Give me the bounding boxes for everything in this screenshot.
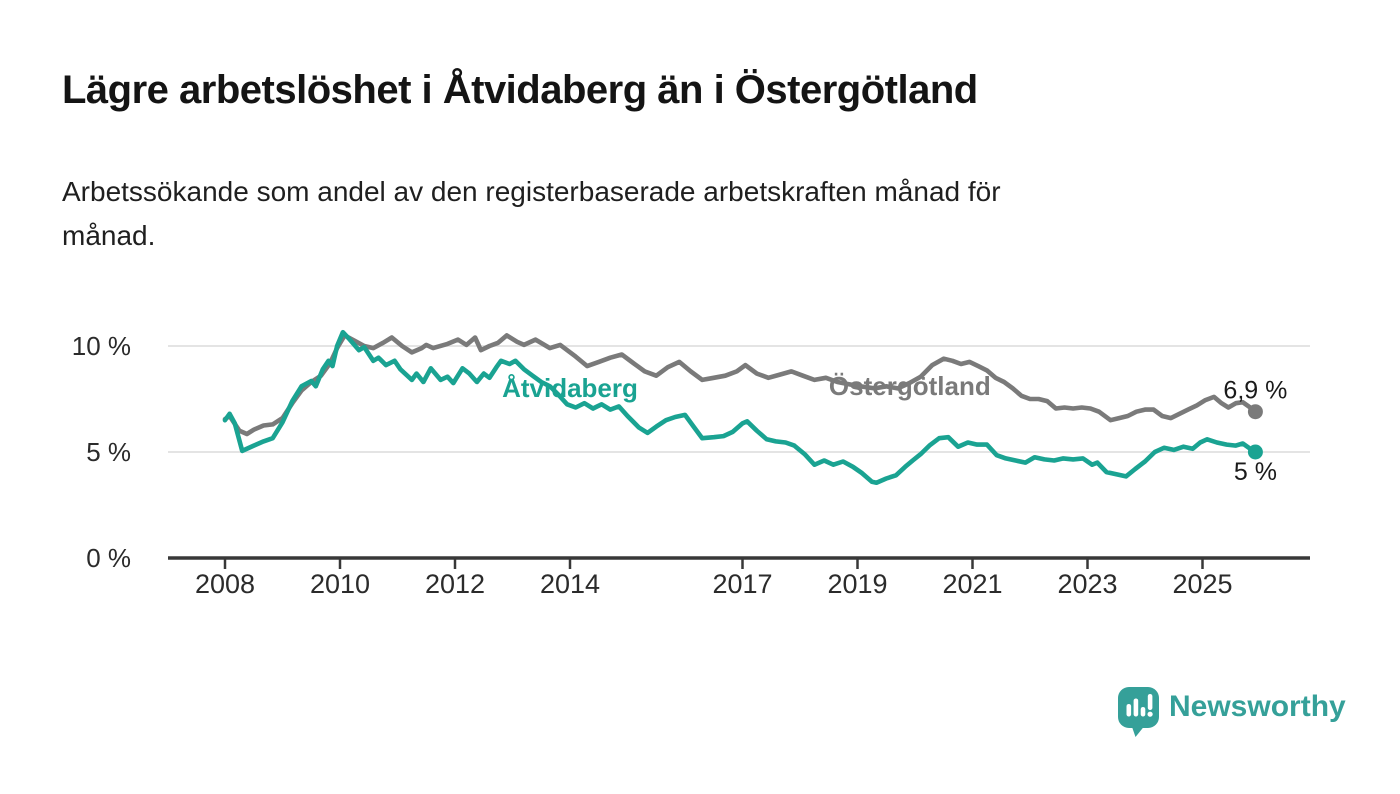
logo-bar-1 <box>1126 704 1132 717</box>
series-line-atvidaberg <box>222 329 1258 486</box>
x-axis-tick-label: 2021 <box>942 569 1002 599</box>
series-label-atvidaberg: Åtvidaberg <box>502 373 638 403</box>
series-label-ostergotland: Östergötland <box>829 371 991 401</box>
x-axis-tick-label: 2010 <box>310 569 370 599</box>
logo-bar-2 <box>1133 698 1139 717</box>
x-axis-tick-label: 2025 <box>1172 569 1232 599</box>
subtitle-line-2: månad. <box>62 220 156 251</box>
x-axis-tick-label: 2017 <box>712 569 772 599</box>
logo-bubble-tail <box>1131 724 1146 737</box>
y-axis-tick-label: 5 % <box>86 437 131 467</box>
chart-subtitle: Arbetssökande som andel av den registerb… <box>62 170 1001 258</box>
newsworthy-logo-icon <box>1118 687 1159 737</box>
logo-exclamation-bar <box>1147 694 1153 710</box>
y-axis-tick-label: 0 % <box>86 543 131 573</box>
brand-name: Newsworthy <box>1169 690 1346 723</box>
series-end-dot-atvidaberg <box>1247 444 1263 460</box>
x-axis-tick-label: 2014 <box>540 569 600 599</box>
series-line-ostergotland <box>222 333 1258 437</box>
logo-bubble <box>1118 687 1159 728</box>
y-axis-tick-label: 10 % <box>72 331 131 361</box>
x-axis-tick-label: 2008 <box>195 569 255 599</box>
subtitle-line-1: Arbetssökande som andel av den registerb… <box>62 176 1001 207</box>
logo-exclamation-dot <box>1147 711 1153 717</box>
series-end-value-ostergotland: 6,9 % <box>1223 377 1287 405</box>
x-axis-tick-label: 2019 <box>827 569 887 599</box>
logo-bar-3 <box>1140 707 1146 717</box>
series-end-dot-ostergotland <box>1247 404 1263 420</box>
x-axis-tick-label: 2023 <box>1057 569 1117 599</box>
x-axis-tick-label: 2012 <box>425 569 485 599</box>
page-title: Lägre arbetslöshet i Åtvidaberg än i Öst… <box>62 68 978 112</box>
brand-footer: Newsworthy <box>1117 686 1377 746</box>
series-end-value-atvidaberg: 5 % <box>1234 458 1277 486</box>
